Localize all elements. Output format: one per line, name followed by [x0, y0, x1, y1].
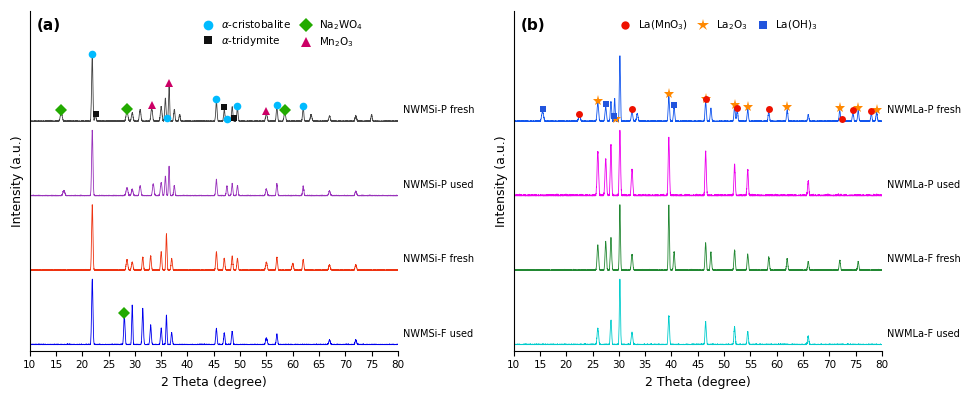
Text: (b): (b) [521, 18, 545, 33]
Text: NWMLa-P fresh: NWMLa-P fresh [887, 105, 961, 115]
Legend: La(MnO$_3$), La$_2$O$_3$, La(OH)$_3$: La(MnO$_3$), La$_2$O$_3$, La(OH)$_3$ [612, 16, 819, 34]
Text: NWMLa-F fresh: NWMLa-F fresh [887, 254, 961, 264]
X-axis label: 2 Theta (degree): 2 Theta (degree) [161, 376, 266, 389]
Text: (a): (a) [37, 18, 61, 33]
Text: NWMSi-P fresh: NWMSi-P fresh [403, 105, 474, 115]
Text: NWMSi-P used: NWMSi-P used [403, 180, 473, 190]
Text: NWMLa-P used: NWMLa-P used [887, 180, 960, 190]
Y-axis label: Intensity (a.u.): Intensity (a.u.) [495, 135, 508, 227]
Text: NWMSi-F used: NWMSi-F used [403, 329, 473, 339]
Text: NWMLa-F used: NWMLa-F used [887, 329, 960, 339]
Legend: $\alpha$-cristobalite, $\alpha$-tridymite, Na$_2$WO$_4$, Mn$_2$O$_3$: $\alpha$-cristobalite, $\alpha$-tridymit… [195, 16, 364, 51]
X-axis label: 2 Theta (degree): 2 Theta (degree) [644, 376, 750, 389]
Y-axis label: Intensity (a.u.): Intensity (a.u.) [11, 135, 24, 227]
Text: NWMSi-F fresh: NWMSi-F fresh [403, 254, 474, 264]
